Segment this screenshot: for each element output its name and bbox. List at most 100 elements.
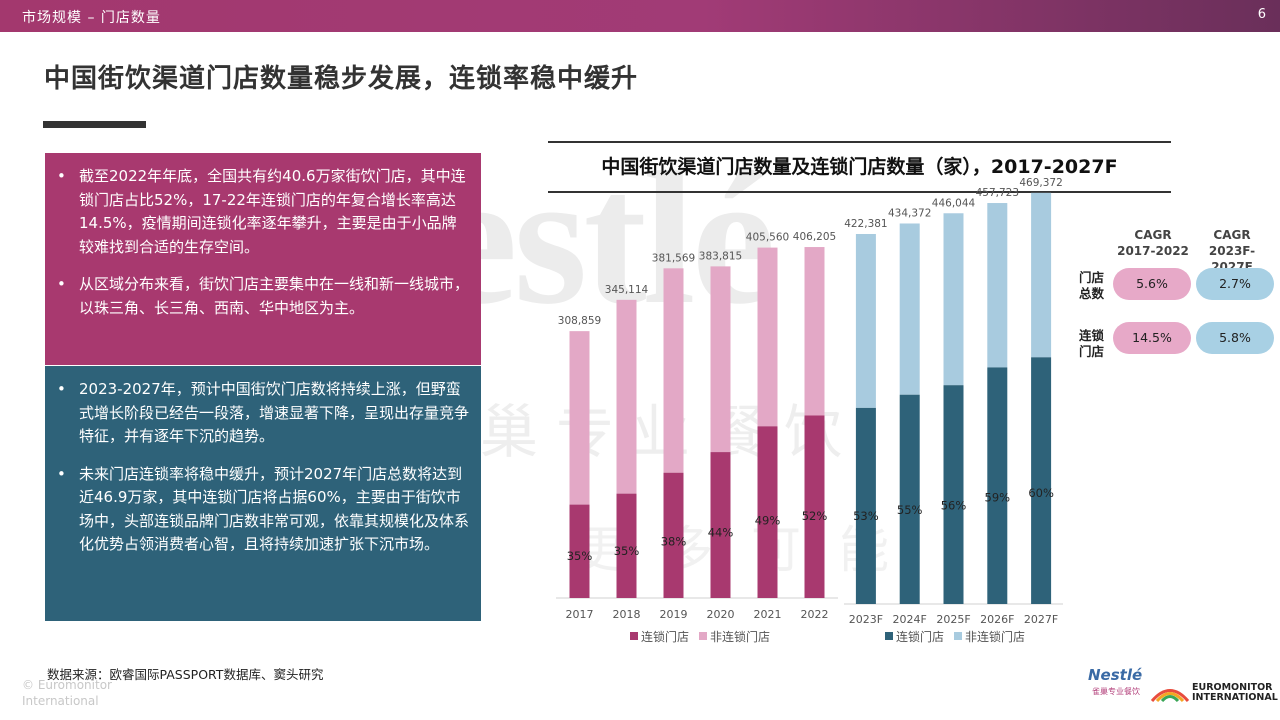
bar-share-label: 38% — [661, 535, 687, 549]
bullet-marker: • — [57, 275, 66, 293]
cagr-header-historic: CAGR 2017-2022 — [1115, 227, 1191, 259]
bar-total-label: 406,205 — [793, 231, 836, 243]
euromonitor-line: INTERNATIONAL — [1192, 692, 1278, 703]
bullet-item: • 截至2022年年底，全国共有约40.6万家街饮门店，其中连锁门店占比52%，… — [55, 165, 469, 259]
x-tick-label: 2018 — [613, 608, 641, 621]
cagr-chain-historic: 14.5% — [1113, 322, 1191, 354]
cagr-total-historic: 5.6% — [1113, 268, 1191, 300]
bar-share-label: 60% — [1028, 486, 1054, 500]
bullet-text: 未来门店连锁率将稳中缓升，预计2027年门店总数将达到近46.9万家，其中连锁门… — [79, 464, 470, 554]
bar-share-label: 52% — [802, 509, 828, 523]
bar-total-label: 381,569 — [652, 252, 695, 264]
x-tick-label: 2017 — [566, 608, 594, 621]
bar-total-label: 405,560 — [746, 232, 789, 244]
row-label-line: 门店 — [1079, 270, 1105, 285]
bar-share-label: 35% — [614, 544, 640, 558]
bar-chain — [757, 426, 778, 598]
cagr-total-forecast: 2.7% — [1196, 268, 1274, 300]
nestle-professional-tagline: 雀巢专业餐饮 — [1092, 687, 1140, 696]
partner-logos: Nestlé 雀巢专业餐饮 EUROMONITOR INTERNATIONAL — [1088, 664, 1278, 704]
chart-title: 中国街饮渠道门店数量及连锁门店数量（家），2017-2027F — [601, 156, 1118, 178]
bullet-item: • 从区域分布来看，街饮门店主要集中在一线和新一线城市，以珠三角、长三角、西南、… — [55, 273, 469, 320]
legend-label: 非连锁门店 — [710, 629, 770, 644]
x-tick-label: 2021 — [754, 608, 782, 621]
copyright-watermark: © Euromonitor International — [22, 677, 112, 709]
cagr-chain-forecast: 5.8% — [1196, 322, 1274, 354]
bar-chain — [569, 504, 590, 598]
cagr-row-label-chain: 连锁 门店 — [1079, 328, 1104, 360]
bar-non-chain — [710, 266, 731, 453]
chart-title-rule-bottom — [548, 191, 1171, 193]
euromonitor-line: EUROMONITOR — [1192, 682, 1273, 693]
bar-chain — [855, 407, 876, 604]
row-label-line: 门店 — [1079, 344, 1105, 359]
bar-non-chain — [899, 223, 920, 395]
legend-swatch — [630, 632, 638, 640]
cagr-header-period: 2017-2022 — [1117, 244, 1189, 258]
bar-non-chain — [569, 331, 590, 505]
bar-chain — [899, 394, 920, 604]
breadcrumb: 市场规模 – 门店数量 — [22, 10, 161, 26]
legend-label: 连锁门店 — [896, 629, 944, 644]
bar-share-label: 44% — [708, 525, 734, 539]
bar-share-label: 35% — [567, 549, 593, 563]
x-tick-label: 2027F — [1024, 613, 1058, 626]
row-label-line: 连锁 — [1079, 328, 1105, 343]
row-label-line: 总数 — [1079, 286, 1105, 301]
bar-total-label: 434,372 — [888, 207, 931, 219]
bullet-marker: • — [57, 167, 66, 185]
bar-chain — [1031, 357, 1052, 604]
page-number: 6 — [1257, 7, 1266, 22]
bar-share-label: 56% — [941, 499, 967, 513]
bullet-item: • 2023-2027年，预计中国街饮门店数将持续上涨，但野蛮式增长阶段已经告一… — [55, 378, 469, 449]
cagr-row-label-total: 门店 总数 — [1079, 270, 1104, 302]
insight-box-forecast: • 2023-2027年，预计中国街饮门店数将持续上涨，但野蛮式增长阶段已经告一… — [45, 366, 481, 621]
chart-title-rule-top — [548, 141, 1171, 143]
bar-non-chain — [663, 268, 684, 473]
bullet-item: • 未来门店连锁率将稳中缓升，预计2027年门店总数将达到近46.9万家，其中连… — [55, 463, 469, 557]
page-title: 中国街饮渠道门店数量稳步发展，连锁率稳中缓升 — [44, 64, 639, 94]
euromonitor-logo-icon — [1150, 689, 1190, 702]
x-tick-label: 2024F — [893, 613, 927, 626]
x-tick-label: 2026F — [980, 613, 1014, 626]
euromonitor-logo-text: EUROMONITOR INTERNATIONAL — [1192, 683, 1278, 703]
bullet-text: 截至2022年年底，全国共有约40.6万家街饮门店，其中连锁门店占比52%，17… — [79, 167, 466, 256]
bar-share-label: 53% — [853, 509, 879, 523]
bar-chain — [710, 452, 731, 598]
bar-total-label: 446,044 — [932, 197, 976, 209]
bar-non-chain — [1031, 192, 1052, 358]
copyright-line: © Euromonitor — [22, 678, 112, 692]
copyright-line: International — [22, 694, 99, 708]
header-bar: 市场规模 – 门店数量 6 — [0, 0, 1280, 32]
bar-non-chain — [804, 247, 825, 416]
cagr-header-label: CAGR — [1134, 228, 1172, 242]
cagr-header-label: CAGR — [1213, 228, 1251, 242]
bar-non-chain — [855, 233, 876, 408]
title-underline — [43, 121, 146, 128]
bar-chain — [616, 493, 637, 598]
bar-total-label: 345,114 — [605, 284, 649, 296]
bar-total-label: 457,723 — [976, 187, 1019, 199]
legend-swatch — [699, 632, 707, 640]
bar-non-chain — [943, 213, 964, 386]
bar-total-label: 422,381 — [844, 218, 887, 230]
bullet-marker: • — [57, 380, 66, 398]
bar-chain — [663, 472, 684, 598]
bar-chain — [987, 367, 1008, 604]
legend-label: 连锁门店 — [641, 629, 689, 644]
bar-share-label: 49% — [755, 514, 781, 528]
bar-chain — [943, 385, 964, 604]
bar-non-chain — [987, 203, 1008, 368]
bullet-marker: • — [57, 464, 66, 483]
x-tick-label: 2022 — [801, 608, 829, 621]
bar-non-chain — [757, 247, 778, 427]
nestle-logo: Nestlé — [1088, 666, 1143, 684]
bar-share-label: 55% — [897, 503, 923, 517]
x-tick-label: 2023F — [849, 613, 883, 626]
bar-total-label: 469,372 — [1019, 177, 1062, 189]
watermark-chinese-line1: 巢专业餐饮 — [480, 385, 860, 469]
data-source-note: 数据来源：欧睿国际PASSPORT数据库、窦头研究 — [47, 667, 324, 682]
bar-total-label: 383,815 — [699, 250, 742, 262]
x-tick-label: 2020 — [707, 608, 735, 621]
